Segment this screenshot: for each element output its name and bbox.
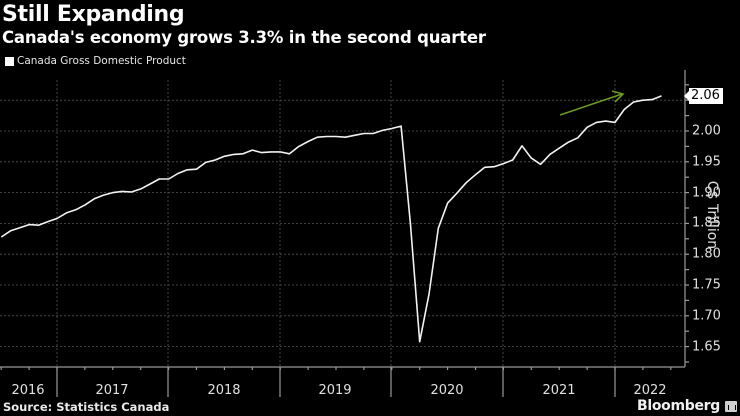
y-tick-label: 1.95 xyxy=(692,154,721,170)
y-tick-label: 2.00 xyxy=(692,123,721,139)
axes xyxy=(0,70,689,397)
legend-swatch-icon xyxy=(5,56,14,66)
bloomberg-chart-icon xyxy=(725,401,737,412)
y-tick-label: 1.85 xyxy=(692,215,721,231)
x-tick-label: 2017 xyxy=(95,383,129,398)
y-tick-label: 1.90 xyxy=(692,185,721,201)
y-tick-label: 1.70 xyxy=(692,308,721,324)
x-tick-label: 2022 xyxy=(633,383,667,398)
y-tick-label: 1.65 xyxy=(692,339,721,355)
brand-logo: Bloomberg xyxy=(636,398,720,414)
legend-label: Canada Gross Domestic Product xyxy=(17,55,186,67)
y-axis-label: C$ Trillion xyxy=(704,180,720,250)
x-tick-label: 2018 xyxy=(207,383,241,398)
gridlines xyxy=(0,80,685,367)
y-tick-label: 1.75 xyxy=(692,277,721,293)
x-tick-label: 2021 xyxy=(542,383,576,398)
source-note: Source: Statistics Canada xyxy=(3,400,170,414)
legend: Canada Gross Domestic Product xyxy=(5,55,186,67)
chart-title: Still Expanding xyxy=(2,2,185,27)
y-tick-label: 1.80 xyxy=(692,246,721,262)
trend-arrow-icon xyxy=(559,90,625,116)
last-value-label: 2.06 xyxy=(684,88,723,104)
gdp-line xyxy=(0,95,662,343)
x-tick-label: 2020 xyxy=(430,383,464,398)
chart-subtitle: Canada's economy grows 3.3% in the secon… xyxy=(2,28,486,47)
x-tick-label: 2016 xyxy=(11,383,45,398)
x-tick-label: 2019 xyxy=(318,383,352,398)
